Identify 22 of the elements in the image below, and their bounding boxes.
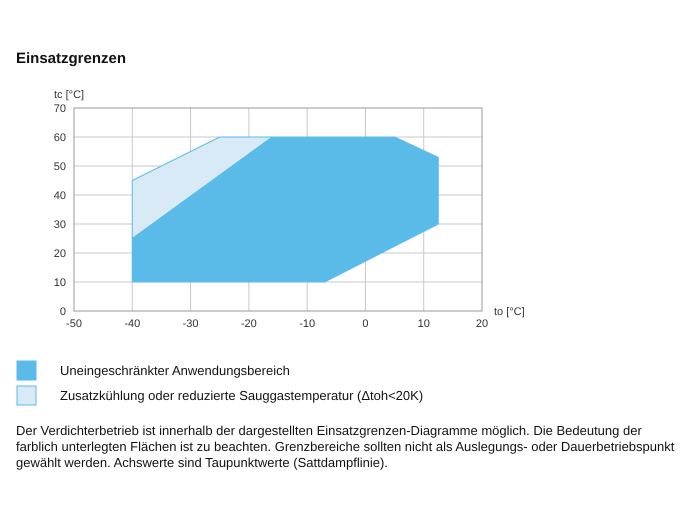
chart-title: Einsatzgrenzen (16, 50, 126, 67)
x-tick-label: -20 (240, 318, 257, 330)
y-tick-label: 70 (54, 103, 66, 115)
y-tick-label: 30 (54, 219, 66, 231)
y-axis-title: tc [°C] (54, 89, 84, 101)
x-axis-title: to [°C] (494, 306, 525, 318)
text: Der Verdichterbetrieb ist innerhalb der dargestellten Einsatzgrenzen-Diagramme möglich. Die Bedeutung der farblich unterlegten Flächen ist zu beachten. Grenzbereiche sollten nicht als Auslegungs- oder Dauerbetriebspunkt gewählt werden. Achswerte sind Taupunktwerte (Sattdampflinie). (16, 423, 676, 471)
x-tick-label: 0 (362, 318, 368, 330)
legend-label: Uneingeschränkter Anwendungsbereich (60, 363, 290, 378)
x-tick-label: -50 (66, 318, 82, 330)
y-tick-label: 40 (54, 190, 66, 202)
legend-label: Zusatzkühlung oder reduzierte Sauggastemperatur (Δtoh<20K) (60, 388, 424, 403)
x-tick-label: -10 (299, 318, 316, 330)
y-tick-label: 50 (54, 161, 66, 173)
x-tick-label: 20 (476, 318, 488, 330)
x-tick-label: -40 (124, 318, 140, 330)
x-tick-label: -30 (182, 318, 199, 330)
y-tick-label: 0 (60, 306, 66, 318)
y-tick-label: 60 (54, 132, 66, 144)
x-tick-label: 10 (418, 318, 430, 330)
y-tick-label: 20 (54, 248, 66, 260)
y-tick-label: 10 (54, 277, 66, 289)
